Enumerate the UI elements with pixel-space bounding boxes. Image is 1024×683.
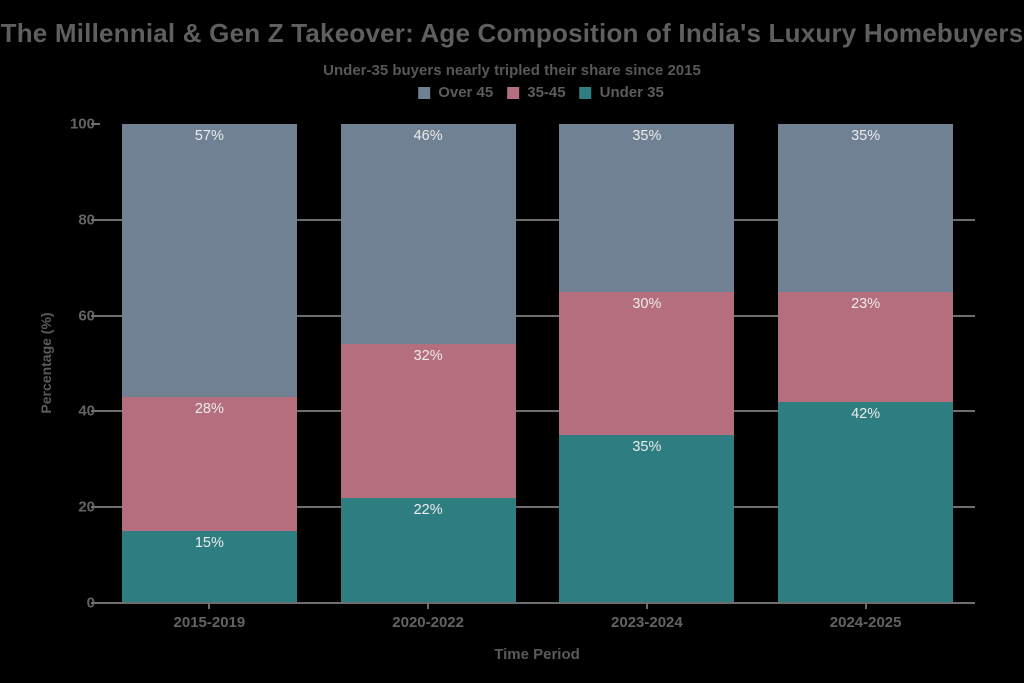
gridline-40 [97,410,975,413]
y-tick-mark [91,314,100,317]
bar-value-label: 35% [632,439,662,456]
bar-segment-over-45: 35% [559,124,735,292]
bar-segment-35-45: 30% [559,291,735,436]
stacked-bar-2024-2025: 42% 23% 35% [778,124,954,603]
x-tick-label-2023-2024: 2023-2024 [611,614,683,631]
bar-segment-over-45: 35% [778,124,954,292]
gridline-20 [97,506,975,509]
chart-title: The Millennial & Gen Z Takeover: Age Com… [0,18,1024,48]
stacked-bar-2023-2024: 35% 30% 35% [559,124,735,603]
y-tick-label-80: 80 [78,211,95,229]
x-tick-label-2024-2025: 2024-2025 [829,614,902,631]
y-tick-label-0: 0 [87,595,95,612]
bar-value-label: 15% [194,535,224,552]
y-tick-mark [91,410,100,413]
bar-segment-over-45: 57% [121,124,297,398]
bar-value-label: 32% [413,348,443,365]
legend-swatch-icon [507,86,520,99]
legend-item-over-45: Over 45 [418,84,493,101]
x-axis-line [97,602,975,604]
y-tick-mark [91,218,100,221]
x-tick-mark [208,604,211,609]
bar-value-label: 28% [194,401,224,418]
y-axis-title: Percentage (%) [38,312,54,414]
stacked-bar-2015-2019: 15% 28% 57% [121,124,297,603]
legend-item-under-35: Under 35 [579,84,664,101]
bar-value-label: 23% [851,295,881,312]
x-axis-title: Time Period [494,646,580,663]
legend-swatch-icon [418,86,431,99]
y-tick-mark [91,123,100,125]
y-tick-label-60: 60 [78,307,95,325]
bar-value-label: 22% [413,501,443,518]
bar-segment-35-45: 28% [121,397,297,532]
y-tick-mark [91,602,100,604]
y-tick-label-40: 40 [78,402,95,420]
bar-segment-under-35: 22% [340,497,516,603]
plot-area: 10080604020015%28%57%2015-201922%32%46%2… [70,116,975,631]
legend-label: Over 45 [438,84,494,101]
x-tick-mark [864,604,867,609]
legend-swatch-icon [579,86,592,99]
x-tick-label-2015-2019: 2015-2019 [173,614,246,631]
bar-segment-under-35: 15% [121,531,297,603]
legend: Over 45 35-45 Under 35 [418,84,664,101]
bar-value-label: 35% [851,128,881,145]
gridline-60 [97,314,975,317]
chart-subtitle: Under-35 buyers nearly tripled their sha… [323,62,701,79]
stacked-bar-2020-2022: 22% 32% 46% [340,124,516,603]
bar-segment-under-35: 35% [559,435,735,603]
bar-value-label: 46% [413,128,443,145]
x-tick-label-2020-2022: 2020-2022 [392,614,464,631]
x-tick-mark [645,604,648,609]
x-tick-mark [427,604,430,609]
legend-item-35-45: 35-45 [507,84,566,101]
y-tick-label-20: 20 [78,498,95,516]
bar-segment-35-45: 23% [778,291,954,402]
bar-value-label: 35% [632,128,662,145]
y-tick-mark [91,506,100,509]
gridline-80 [97,218,975,221]
bar-segment-over-45: 46% [340,124,516,345]
bar-value-label: 30% [632,295,662,312]
bar-value-label: 57% [194,128,224,145]
y-tick-label-100: 100 [69,115,95,133]
legend-label: Under 35 [599,84,664,101]
bar-segment-35-45: 32% [340,344,516,498]
legend-label: 35-45 [527,84,566,101]
bar-segment-under-35: 42% [778,401,954,603]
bar-value-label: 42% [851,405,881,422]
